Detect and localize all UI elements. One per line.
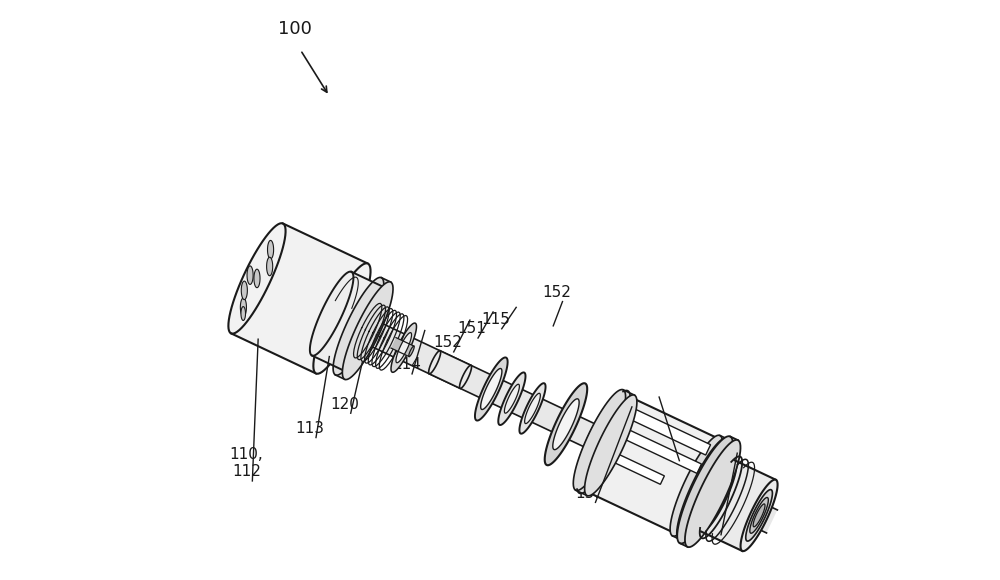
Text: 151: 151 (575, 485, 604, 501)
Text: 152: 152 (542, 285, 571, 300)
Text: 115: 115 (482, 312, 510, 327)
Polygon shape (585, 395, 637, 496)
Polygon shape (677, 436, 733, 543)
Polygon shape (346, 289, 389, 373)
Polygon shape (333, 277, 384, 375)
Text: 153: 153 (701, 518, 730, 533)
Polygon shape (391, 338, 414, 357)
Polygon shape (313, 263, 371, 374)
Polygon shape (231, 223, 368, 374)
Polygon shape (247, 266, 253, 284)
Polygon shape (481, 368, 502, 409)
Polygon shape (254, 269, 260, 288)
Text: 151: 151 (458, 321, 487, 336)
Polygon shape (241, 281, 247, 300)
Polygon shape (573, 390, 626, 491)
Polygon shape (504, 385, 519, 413)
Polygon shape (701, 461, 776, 551)
Polygon shape (240, 298, 246, 317)
Polygon shape (746, 490, 772, 541)
Polygon shape (673, 436, 731, 541)
Polygon shape (241, 307, 246, 321)
Polygon shape (342, 282, 393, 379)
Polygon shape (312, 272, 387, 372)
Text: 113: 113 (296, 421, 325, 436)
Polygon shape (267, 258, 273, 275)
Text: 100: 100 (278, 20, 312, 38)
Polygon shape (228, 223, 286, 334)
Polygon shape (750, 498, 768, 533)
Polygon shape (391, 323, 416, 372)
Polygon shape (670, 435, 722, 536)
Polygon shape (525, 393, 540, 423)
Polygon shape (396, 333, 412, 362)
Polygon shape (354, 303, 382, 358)
Polygon shape (576, 390, 634, 496)
Polygon shape (268, 240, 274, 259)
Polygon shape (409, 346, 414, 357)
Polygon shape (741, 480, 778, 551)
Polygon shape (614, 454, 664, 484)
Text: 152: 152 (433, 335, 462, 350)
Polygon shape (628, 408, 711, 455)
Polygon shape (429, 351, 441, 374)
Polygon shape (460, 365, 472, 389)
Polygon shape (545, 383, 587, 465)
Polygon shape (683, 444, 732, 538)
Polygon shape (577, 393, 730, 538)
Polygon shape (553, 399, 579, 450)
Polygon shape (685, 440, 740, 547)
Polygon shape (753, 504, 765, 527)
Text: 114: 114 (392, 357, 421, 372)
Polygon shape (575, 393, 624, 487)
Polygon shape (498, 372, 526, 425)
Polygon shape (620, 427, 701, 473)
Polygon shape (335, 278, 391, 379)
Polygon shape (310, 271, 353, 356)
Text: 150: 150 (659, 444, 688, 459)
Polygon shape (681, 441, 734, 542)
Polygon shape (475, 357, 508, 420)
Polygon shape (519, 383, 546, 434)
Text: 120: 120 (330, 397, 359, 411)
Polygon shape (699, 460, 736, 532)
Polygon shape (429, 351, 471, 389)
Polygon shape (252, 267, 777, 533)
Polygon shape (680, 437, 738, 547)
Text: 110,
112: 110, 112 (230, 447, 263, 479)
